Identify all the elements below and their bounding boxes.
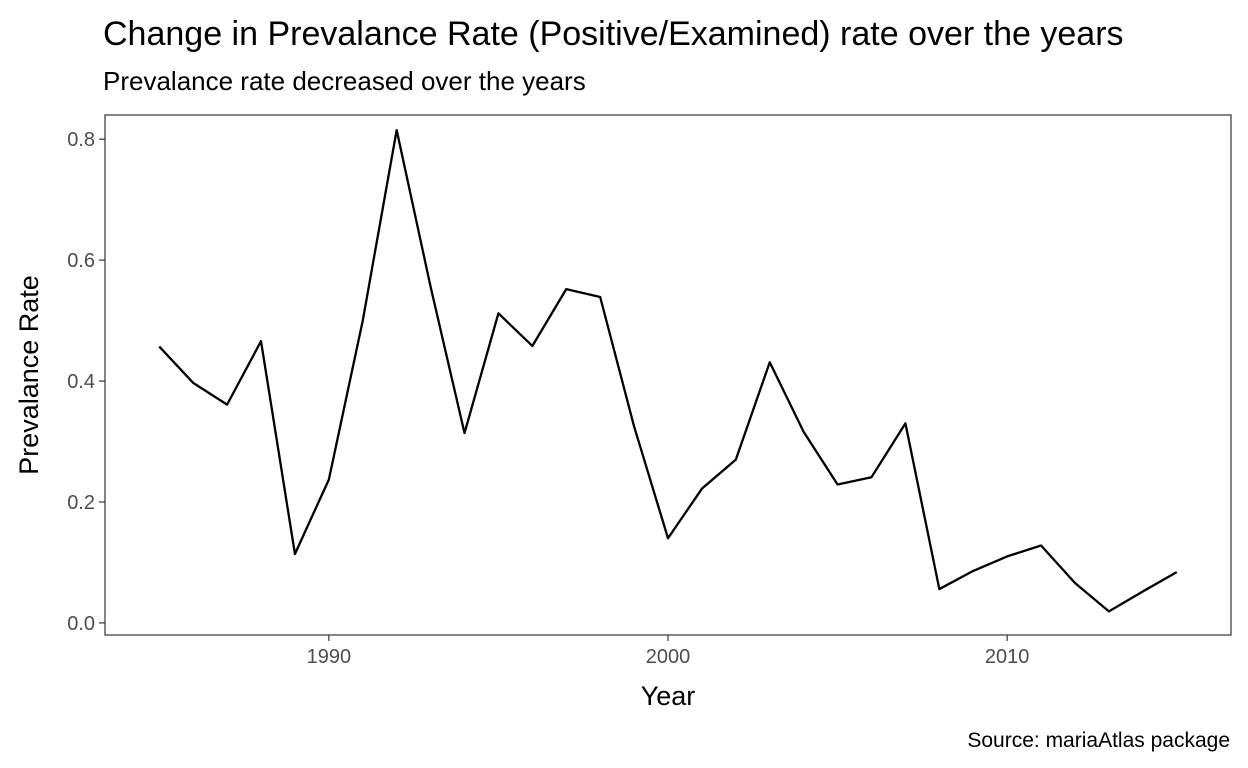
x-tick-label: 2010 — [985, 646, 1030, 668]
chart-subtitle: Prevalance rate decreased over the years — [103, 66, 586, 96]
chart-caption: Source: mariaAtlas package — [967, 729, 1230, 752]
plot-panel — [104, 114, 1232, 636]
y-tick-label: 0.0 — [67, 613, 95, 635]
x-tick-label: 2000 — [646, 646, 691, 668]
x-tick-label: 1990 — [307, 646, 352, 668]
chart-title: Change in Prevalance Rate (Positive/Exam… — [103, 15, 1124, 53]
x-axis-title: Year — [641, 681, 696, 711]
y-axis-title: Prevalance Rate — [14, 275, 44, 475]
x-axis: 1990 2000 2010 — [307, 635, 1030, 668]
series-line — [158, 128, 1178, 613]
y-tick-label: 0.8 — [67, 129, 95, 151]
y-tick-label: 0.6 — [67, 250, 95, 272]
y-axis: 0.0 0.2 0.4 0.6 0.8 — [67, 129, 105, 635]
series-group — [158, 128, 1178, 613]
y-tick-label: 0.2 — [67, 492, 95, 514]
y-tick-label: 0.4 — [67, 371, 95, 393]
